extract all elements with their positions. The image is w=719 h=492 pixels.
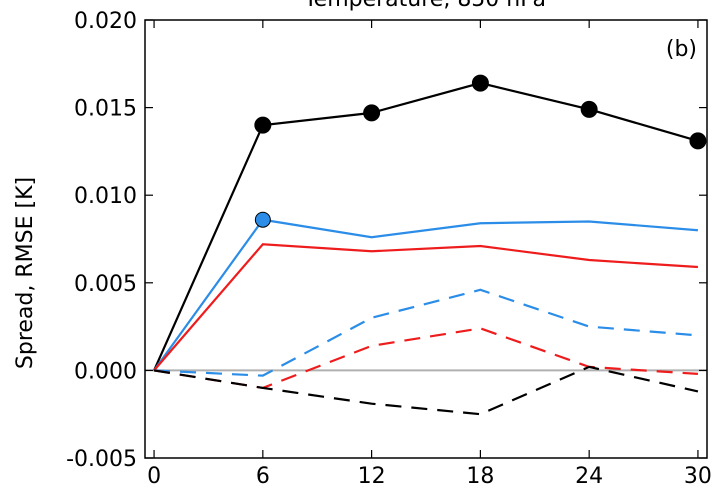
x-tick-label: 24 — [575, 464, 603, 489]
series-line-3 — [153, 243, 699, 372]
series-1-point — [580, 100, 598, 118]
series-line-4 — [154, 288, 699, 377]
plot-area — [145, 74, 707, 416]
series-1-point — [689, 132, 707, 150]
x-tick-label: 12 — [358, 464, 386, 489]
panel-label: (b) — [666, 37, 697, 62]
series-line-5 — [153, 327, 699, 390]
plot-frame — [144, 19, 708, 459]
y-tick-label: 0.015 — [74, 97, 137, 122]
series-line-2 — [153, 218, 699, 372]
x-tick-label: 30 — [684, 464, 712, 489]
series-1-point — [471, 74, 489, 92]
y-tick-label: 0.020 — [74, 9, 137, 34]
series-1-point — [363, 104, 381, 122]
axis-ticks: 0 6 12 18 24 30 -0.005 0.000 0.005 0.010 0.015 0.02… — [66, 9, 712, 489]
series-2-point — [254, 211, 271, 228]
x-tick-label: 0 — [147, 464, 161, 489]
series-line-1 — [153, 81, 699, 371]
x-tick-label: 6 — [256, 464, 270, 489]
series-1-point — [254, 116, 272, 134]
x-tick-label: 18 — [466, 464, 494, 489]
y-axis-label: Spread, RMSE [K] — [13, 177, 38, 369]
series-line-6 — [153, 365, 699, 416]
y-tick-label: 0.000 — [74, 359, 137, 384]
y-tick-label: -0.005 — [66, 447, 137, 472]
y-tick-label: 0.010 — [74, 184, 137, 209]
y-tick-label: 0.005 — [74, 272, 137, 297]
chart-title: Temperature, 850 hPa — [303, 0, 546, 12]
